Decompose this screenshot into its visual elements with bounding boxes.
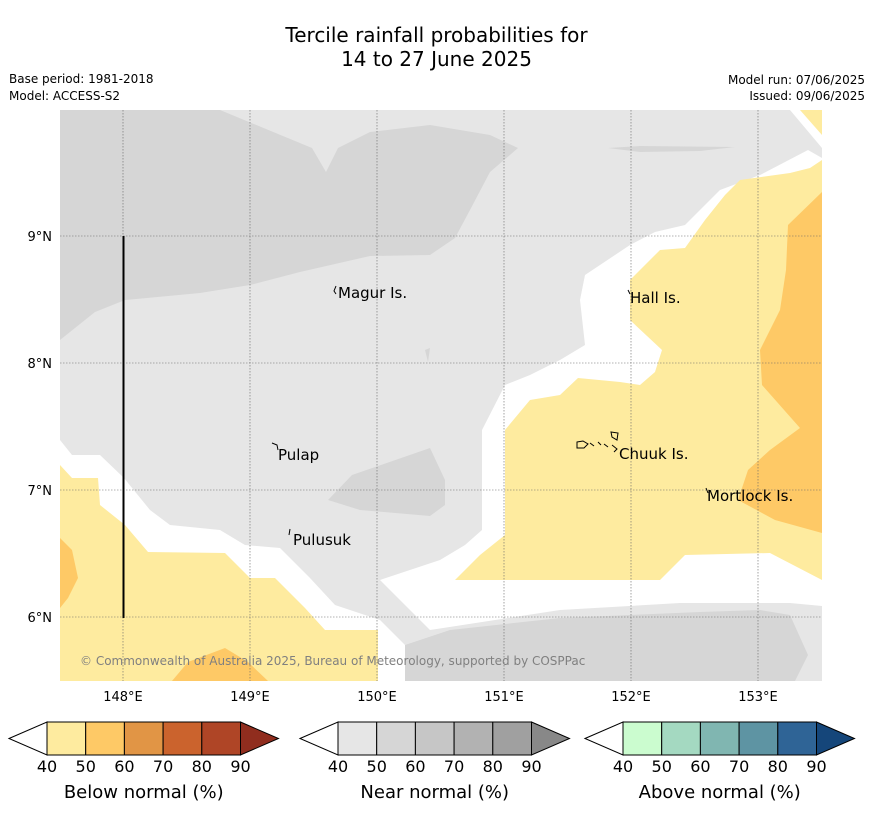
colorbar-extend-high (240, 721, 280, 756)
colorbar: 40 50 60 70 80 90 Below normal (%) (7, 721, 280, 803)
island-chuuk (576, 431, 619, 453)
colorbar-tick-label: 50 (367, 757, 387, 776)
near-normal-50-60-central (328, 448, 445, 516)
near-normal-50-60-north (60, 110, 518, 340)
colorbar: 40 50 60 70 80 90 Near normal (%) (298, 721, 571, 803)
place-label: Chuuk Is. (619, 445, 688, 463)
map-area: © Commonwealth of Australia 2025, Bureau… (60, 110, 822, 681)
colorbar-tick-label: 40 (37, 757, 57, 776)
colorbar-tick-label: 70 (729, 757, 749, 776)
island-pulusuk (288, 528, 291, 536)
place-labels: Magur Is. Hall Is. Pulap Chuuk Is. Mortl… (278, 284, 793, 549)
near-normal-50-60-south (405, 610, 808, 681)
island-magur (333, 285, 337, 295)
title-line-1: Tercile rainfall probabilities for (285, 23, 588, 47)
title-line-2: 14 to 27 June 2025 (341, 47, 532, 71)
colorbar-tick-label: 50 (652, 757, 672, 776)
colorbar-tick-label: 90 (521, 757, 541, 776)
colorbar-title: Near normal (%) (360, 782, 509, 803)
colorbar-tick-label: 40 (613, 757, 633, 776)
colorbar-tick-label: 80 (768, 757, 788, 776)
colorbar-segment (777, 721, 817, 756)
colorbar-segment (46, 721, 87, 756)
below-normal-50-60-west (60, 538, 78, 608)
copyright-notice: © Commonwealth of Australia 2025, Bureau… (80, 654, 585, 668)
colorbar-tick-label: 60 (690, 757, 710, 776)
colorbar-tick-label: 40 (328, 757, 348, 776)
colorbar-segment (85, 721, 125, 756)
colorbar-tick-label: 80 (483, 757, 503, 776)
colorbar-segment (201, 721, 242, 756)
colorbar-extend-high (816, 721, 856, 756)
colorbar-tick-label: 80 (192, 757, 212, 776)
colorbar-segment (622, 721, 663, 756)
lat-tick-label: 7°N (28, 484, 53, 499)
colorbar-tick-label: 60 (405, 757, 425, 776)
place-label: Mortlock Is. (707, 487, 793, 505)
islands (271, 285, 709, 536)
colorbar-segment (414, 721, 455, 756)
colorbar-segment (699, 721, 740, 756)
colorbar-extend-high (531, 721, 571, 756)
near-normal-50-60-streak (608, 146, 735, 152)
place-label: Pulusuk (293, 531, 351, 549)
place-label: Magur Is. (338, 284, 407, 302)
colorbar-extend-low (7, 721, 48, 756)
below-normal-50-60-south (172, 648, 268, 681)
lon-tick-labels: 148°E 149°E 150°E 151°E 152°E 153°E (103, 690, 778, 705)
base-period: Base period: 1981-2018 (9, 72, 154, 86)
colorbar-tick-label: 70 (444, 757, 464, 776)
island-pulap (271, 442, 279, 451)
colorbar-legends: 40 50 60 70 80 90 Below normal (%) 40 50 60 70 80 90… (7, 721, 856, 803)
lon-tick-label: 153°E (738, 690, 778, 705)
lon-tick-label: 151°E (484, 690, 524, 705)
place-label: Pulap (278, 446, 319, 464)
below-normal-40-50-east (455, 160, 822, 580)
colorbar-segment (162, 721, 203, 756)
colorbar-segment (661, 721, 701, 756)
below-normal-50-60-east (738, 192, 822, 533)
lat-tick-label: 8°N (28, 357, 53, 372)
colorbar-tick-label: 50 (76, 757, 96, 776)
model-run: Model run: 07/06/2025 (727, 73, 865, 87)
issued-date: Issued: 09/06/2025 (749, 89, 865, 103)
colorbar-segment (376, 721, 416, 756)
colorbar-tick-label: 60 (114, 757, 134, 776)
place-label: Hall Is. (630, 289, 681, 307)
lon-tick-label: 152°E (611, 690, 651, 705)
colorbar-segment (123, 721, 164, 756)
lon-tick-label: 150°E (357, 690, 397, 705)
below-normal-40-50-ne-corner (800, 110, 822, 135)
lon-tick-label: 148°E (103, 690, 143, 705)
model-name: Model: ACCESS-S2 (9, 89, 121, 103)
lat-tick-label: 6°N (28, 611, 53, 626)
colorbar-title: Above normal (%) (639, 782, 801, 803)
colorbar-segment (337, 721, 378, 756)
island-mortlock (705, 487, 709, 494)
colorbar-segment (453, 721, 494, 756)
lat-tick-labels: 9°N 8°N 7°N 6°N (28, 230, 53, 626)
colorbar-title: Below normal (%) (64, 782, 224, 803)
colorbar: 40 50 60 70 80 90 Above normal (%) (583, 721, 856, 803)
colorbar-tick-label: 70 (153, 757, 173, 776)
near-normal-tiny (425, 348, 430, 362)
lon-tick-label: 149°E (230, 690, 270, 705)
lat-tick-label: 9°N (28, 230, 53, 245)
below-normal-40-50-west (60, 465, 378, 681)
colorbar-extend-low (583, 721, 624, 756)
island-hall (627, 289, 631, 295)
colorbar-segment (738, 721, 779, 756)
colorbar-segment (492, 721, 532, 756)
colorbar-tick-label: 90 (230, 757, 250, 776)
colorbar-tick-label: 90 (806, 757, 826, 776)
colorbar-extend-low (298, 721, 339, 756)
